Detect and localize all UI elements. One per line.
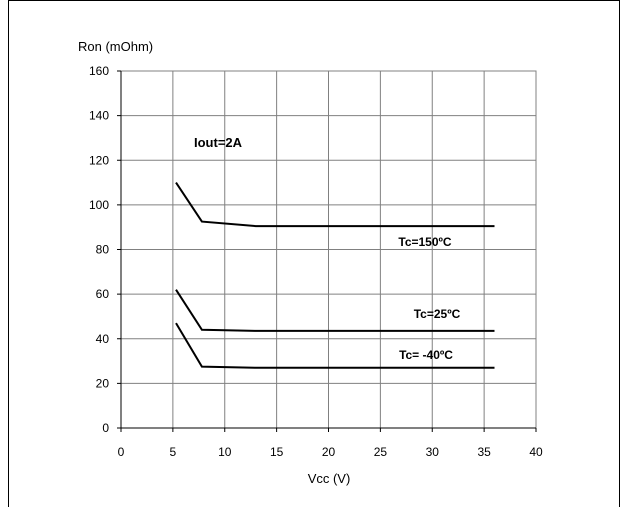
y-tick-label: 140 — [89, 109, 109, 123]
x-tick-label: 10 — [218, 445, 232, 459]
series-label-0: Tc=150ºC — [398, 235, 452, 249]
x-tick-label: 5 — [170, 445, 177, 459]
axes — [117, 70, 537, 432]
y-tick-label: 100 — [89, 198, 109, 212]
x-tick-label: 15 — [270, 445, 284, 459]
y-tick-label: 120 — [89, 153, 109, 167]
y-tick-label: 60 — [96, 287, 110, 301]
y-tick-label: 40 — [96, 332, 110, 346]
x-tick-label: 30 — [426, 445, 440, 459]
x-tick-label: 25 — [374, 445, 388, 459]
series-label-1: Tc=25ºC — [414, 307, 461, 321]
series-label-2: Tc= -40ºC — [399, 348, 453, 362]
series-line-1 — [175, 289, 495, 332]
annotation-iout: Iout=2A — [194, 135, 243, 150]
series-line-0 — [175, 182, 495, 228]
labels: 0 5 10 15 20 25 30 35 40 0 20 40 60 80 100 120 140 160 Ron… — [78, 39, 543, 486]
y-tick-label: 0 — [102, 421, 109, 435]
grid — [120, 70, 537, 429]
y-tick-label: 80 — [96, 243, 110, 257]
y-tick-label: 160 — [89, 64, 109, 78]
x-tick-label: 35 — [477, 445, 491, 459]
y-tick-label: 20 — [96, 376, 110, 390]
x-axis-title: Vcc (V) — [308, 471, 351, 486]
series-lines — [175, 182, 495, 369]
x-tick-label: 0 — [118, 445, 125, 459]
y-axis-title: Ron (mOhm) — [78, 39, 153, 54]
x-tick-label: 20 — [322, 445, 336, 459]
x-tick-label: 40 — [529, 445, 543, 459]
chart-frame — [8, 0, 620, 507]
series-line-2 — [175, 322, 495, 369]
